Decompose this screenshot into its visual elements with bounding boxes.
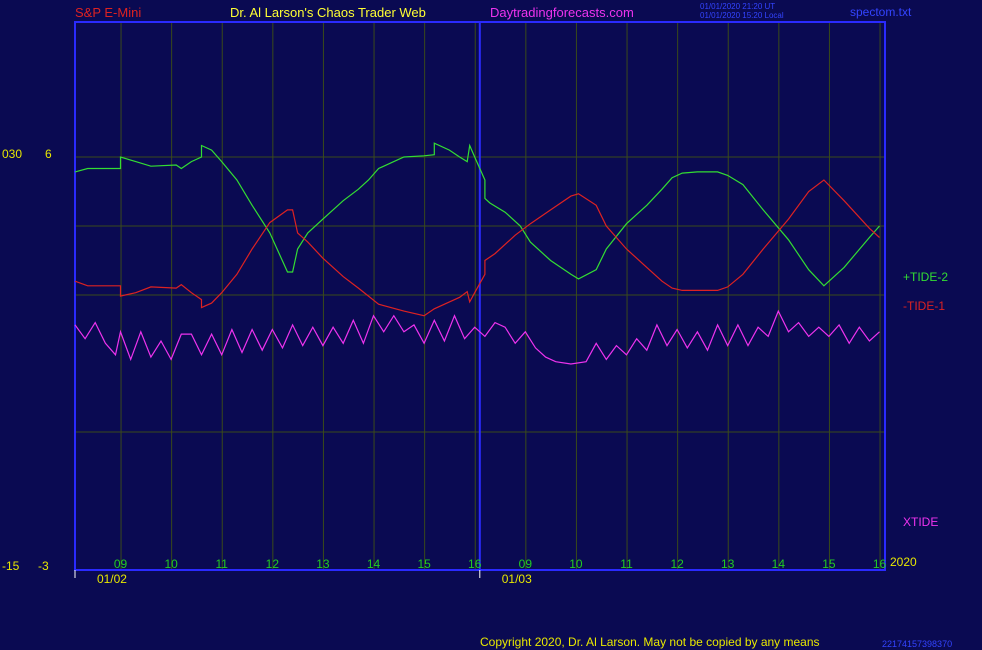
x-tick-label: 14 xyxy=(772,557,786,571)
year-label: 2020 xyxy=(890,555,917,569)
timestamp-ut: 01/01/2020 21:20 UT xyxy=(700,2,776,11)
x-tick-label: 11 xyxy=(216,557,229,571)
x-tick-label: 13 xyxy=(721,557,735,571)
x-tick-label: 09 xyxy=(114,557,128,571)
file-name: spectom.txt xyxy=(850,5,912,19)
legend-label: XTIDE xyxy=(903,515,938,529)
x-tick-label: 10 xyxy=(164,557,178,571)
series-line-tide-1 xyxy=(74,179,880,317)
x-tick-label: 16 xyxy=(873,557,887,571)
y-bottom-label-b: -3 xyxy=(38,559,49,573)
series-line-xtide xyxy=(74,309,880,365)
x-tick-label: 09 xyxy=(519,557,533,571)
date-label: 01/02 xyxy=(97,572,127,586)
instrument-title: S&P E-Mini xyxy=(75,5,142,20)
x-tick-label: 12 xyxy=(266,557,280,571)
author-title: Dr. Al Larson's Chaos Trader Web xyxy=(230,5,426,20)
y-bottom-label-a: -15 xyxy=(2,559,20,573)
footer-code: 22174157398370 xyxy=(882,639,953,649)
x-tick-label: 15 xyxy=(822,557,836,571)
y-top-label-b: 6 xyxy=(45,147,52,161)
date-label: 01/03 xyxy=(502,572,532,586)
copyright-text: Copyright 2020, Dr. Al Larson. May not b… xyxy=(480,635,820,649)
x-tick-label: 13 xyxy=(316,557,330,571)
series-line-tide-2 xyxy=(74,142,880,287)
x-tick-label: 16 xyxy=(468,557,482,571)
x-tick-label: 12 xyxy=(670,557,684,571)
x-tick-label: 15 xyxy=(417,557,431,571)
legend-label: -TIDE-1 xyxy=(903,299,945,313)
legend-label: +TIDE-2 xyxy=(903,270,948,284)
timestamp-local: 01/01/2020 15:20 Local xyxy=(700,11,784,20)
x-tick-label: 11 xyxy=(620,557,633,571)
x-tick-label: 10 xyxy=(569,557,583,571)
site-link[interactable]: Daytradingforecasts.com xyxy=(490,5,634,20)
x-tick-label: 14 xyxy=(367,557,381,571)
y-top-label-a: 030 xyxy=(2,147,23,161)
